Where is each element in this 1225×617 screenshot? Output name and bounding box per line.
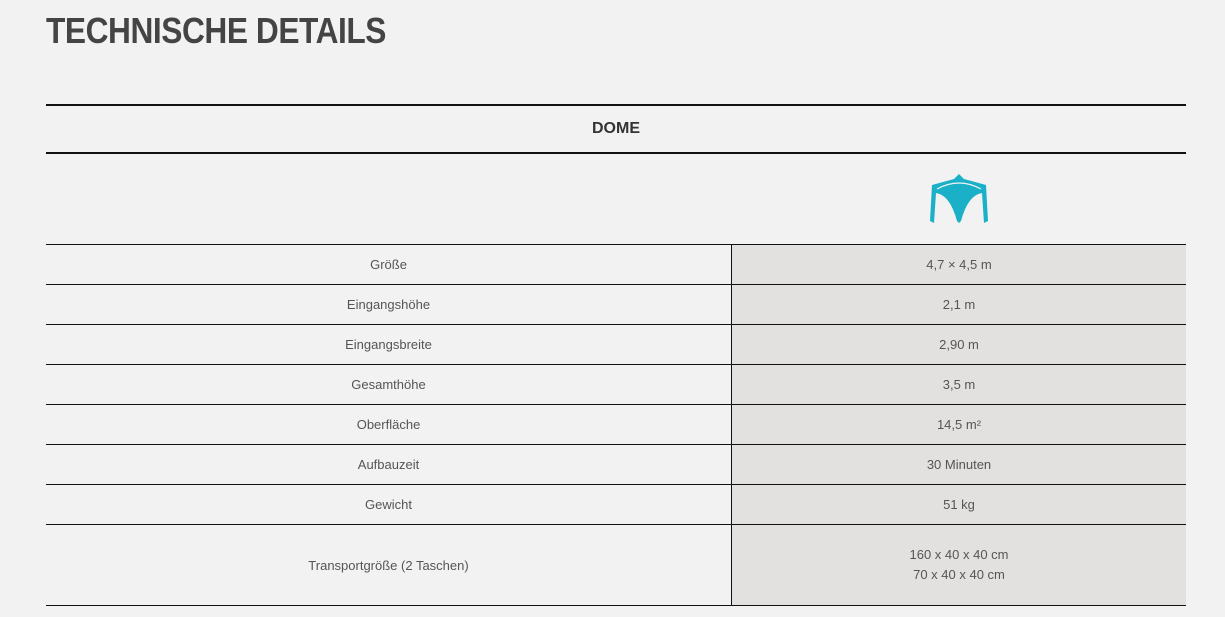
table-row: Transportgröße (2 Taschen) 160 x 40 x 40… [46,525,1186,606]
table-header: DOME [46,104,1186,154]
row-value: 2,1 m [732,285,1186,324]
row-value: 30 Minuten [732,445,1186,484]
table-row: Oberfläche 14,5 m² [46,405,1186,445]
row-value: 4,7 × 4,5 m [732,245,1186,284]
row-value-line: 70 x 40 x 40 cm [913,567,1005,582]
row-label: Gesamthöhe [46,365,732,404]
row-label: Größe [46,245,732,284]
icon-row [46,154,1186,245]
row-value: 3,5 m [732,365,1186,404]
row-value: 14,5 m² [732,405,1186,444]
table-row: Größe 4,7 × 4,5 m [46,245,1186,285]
row-value: 2,90 m [732,325,1186,364]
technical-details-table: DOME Größe 4,7 × 4,5 m Eingangshöhe 2,1 m … [46,104,1186,606]
dome-tent-icon [929,174,988,223]
table-row: Gesamthöhe 3,5 m [46,365,1186,405]
page-title: TECHNISCHE DETAILS [46,10,386,51]
table-row: Aufbauzeit 30 Minuten [46,445,1186,485]
row-value-line: 160 x 40 x 40 cm [909,547,1009,562]
table-row: Eingangshöhe 2,1 m [46,285,1186,325]
row-label: Eingangsbreite [46,325,732,364]
row-label: Oberfläche [46,405,732,444]
table-row: Eingangsbreite 2,90 m [46,325,1186,365]
row-label: Aufbauzeit [46,445,732,484]
row-value: 51 kg [732,485,1186,524]
row-label: Eingangshöhe [46,285,732,324]
row-label: Transportgröße (2 Taschen) [46,525,732,605]
row-value: 160 x 40 x 40 cm 70 x 40 x 40 cm [732,525,1186,605]
table-row: Gewicht 51 kg [46,485,1186,525]
row-label: Gewicht [46,485,732,524]
